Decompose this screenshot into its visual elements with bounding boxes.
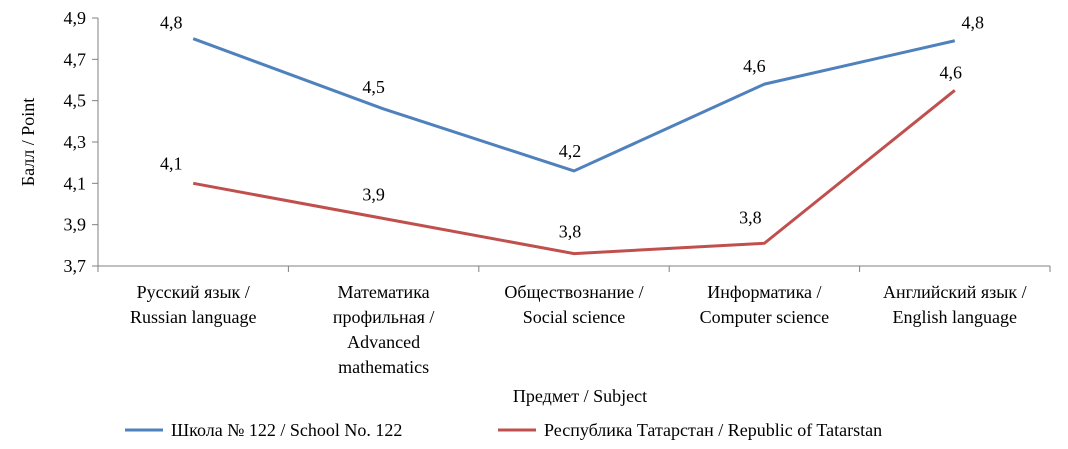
x-category-label-line: Математика: [338, 282, 430, 302]
data-label-series-1: 4,6: [743, 56, 766, 76]
x-category-label: Английский язык / English language: [883, 282, 1027, 327]
y-tick-label: 3,9: [64, 215, 87, 235]
legend-label-2: Республика Татарстан / Republic of Tatar…: [544, 420, 882, 440]
y-tick-label: 4,5: [64, 91, 87, 111]
y-axis-title: Балл / Point: [18, 98, 38, 186]
x-category-label-line: Английский язык /: [883, 282, 1027, 302]
x-category-label: Русский язык / Russian language: [130, 282, 256, 327]
x-category-label: Информатика / Computer science: [700, 282, 829, 327]
y-tick-label: 4,9: [64, 8, 87, 28]
x-category-label: Обществознание / Social science: [504, 282, 643, 327]
x-category-label-line: English language: [893, 307, 1017, 327]
x-category-label-line: Russian language: [130, 307, 256, 327]
x-axis-title: Предмет / Subject: [513, 386, 647, 406]
x-category-label-line: профильная /: [333, 307, 435, 327]
data-label-series-2: 3,8: [739, 207, 762, 227]
data-label-series-1: 4,8: [160, 13, 183, 33]
series-line-2: [192, 89, 956, 256]
data-label-series-1: 4,8: [962, 13, 985, 33]
x-category-label-line: Advanced: [347, 332, 420, 352]
x-category-label-line: Информатика /: [707, 282, 821, 302]
x-category-label-line: Social science: [523, 307, 625, 327]
x-category-label-line: Обществознание /: [504, 282, 643, 302]
data-label-series-1: 4,5: [362, 77, 385, 97]
series-line-1: [192, 37, 956, 173]
data-label-series-2: 4,1: [160, 153, 183, 173]
data-label-series-2: 3,9: [362, 184, 385, 204]
y-tick-label: 4,1: [64, 173, 87, 193]
x-category-label-line: Русский язык /: [137, 282, 250, 302]
x-category-label-line: mathematics: [338, 357, 429, 377]
y-tick-label: 3,7: [64, 256, 87, 276]
y-tick-label: 4,7: [64, 49, 87, 69]
x-category-label-line: Computer science: [700, 307, 829, 327]
data-label-series-2: 3,8: [559, 222, 582, 242]
legend-label-1: Школа № 122 / School No. 122: [171, 420, 402, 440]
y-tick-label: 4,3: [64, 132, 87, 152]
data-label-series-2: 4,6: [940, 62, 963, 82]
x-category-label: Математика профильная / Advanced mathematic…: [333, 282, 435, 377]
data-label-series-1: 4,2: [559, 141, 582, 161]
